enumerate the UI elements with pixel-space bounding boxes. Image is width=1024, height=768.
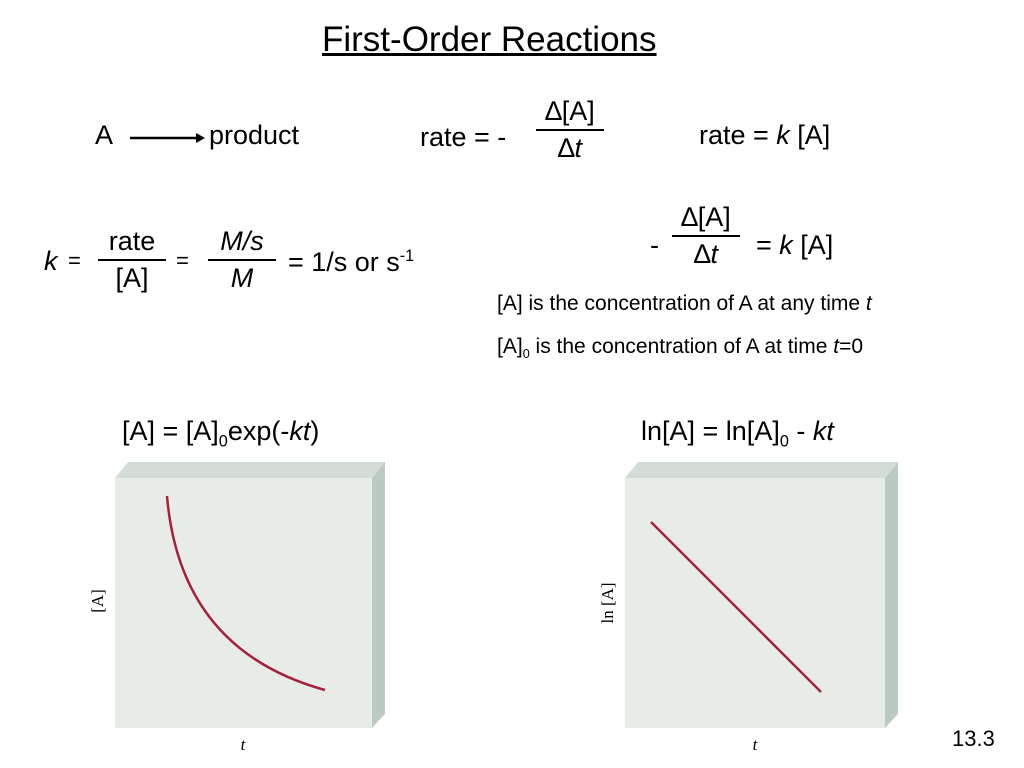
equals: = (68, 248, 81, 273)
fraction: M/s M (208, 228, 276, 292)
variable: kt (289, 416, 311, 446)
text: = (756, 230, 780, 260)
definition: [A]0 is the concentration of A at time t… (497, 336, 863, 361)
subscript: 0 (522, 347, 530, 362)
numerator: M/s (220, 226, 264, 256)
text: exp(- (227, 416, 290, 446)
denominator: ∆t (536, 135, 604, 162)
panel-face (115, 478, 372, 728)
product: product (209, 120, 300, 150)
panel-side (885, 462, 898, 728)
numerator: ∆[A] (681, 202, 731, 232)
denominator: ∆t (672, 241, 740, 268)
text: ln[A] = ln[A] (641, 416, 780, 446)
fraction: ∆[A] ∆t (536, 98, 604, 162)
fraction-bar (536, 129, 604, 131)
x-axis-label: t (753, 735, 759, 754)
variable: kt (812, 416, 834, 446)
result: = 1/s or s-1 (288, 248, 414, 276)
fraction: ∆[A] ∆t (672, 204, 740, 268)
subscript: 0 (218, 432, 228, 451)
text: =0 (839, 335, 864, 358)
text: [A] (792, 230, 834, 260)
decay-curve (165, 495, 326, 692)
panel-face (625, 478, 885, 728)
y-axis-label: ln [A] (598, 582, 617, 623)
k: k (44, 246, 58, 276)
arrowhead (196, 133, 205, 143)
denominator: [A] (115, 263, 149, 293)
variable: k (779, 230, 793, 260)
text: rate = (699, 120, 777, 150)
variable: t (710, 239, 719, 269)
numerator: rate (108, 226, 156, 256)
rhs: = k [A] (756, 232, 833, 259)
panel-top (625, 462, 898, 478)
variable: k (776, 120, 790, 150)
subscript: 0 (779, 432, 789, 451)
equals: = (176, 248, 189, 273)
text: = 1/s or s (288, 247, 400, 277)
exponent: -1 (399, 247, 415, 265)
text: - (788, 416, 813, 446)
variable: t (574, 133, 583, 163)
variable: t (833, 335, 840, 358)
fraction-bar (208, 259, 276, 261)
graph-equation: [A] = [A]0exp(-kt) (122, 418, 319, 450)
graph-equation: ln[A] = ln[A]0 - kt (641, 418, 834, 450)
text: [A] (497, 335, 523, 358)
numerator: ∆[A] (545, 96, 595, 126)
definition: [A] is the concentration of A at any tim… (497, 293, 872, 314)
denominator: M (230, 263, 254, 293)
graph-panel (115, 462, 385, 728)
fraction: rate [A] (98, 228, 166, 292)
text: is the concentration of A at time (529, 335, 834, 358)
y-axis-label: [A] (88, 589, 107, 613)
title: First-Order Reactions (322, 20, 657, 59)
x-axis-label: t (241, 735, 247, 754)
text: [A] = [A] (122, 416, 219, 446)
fraction-bar (98, 259, 166, 261)
linear-plot (650, 521, 822, 693)
slide-number: 13.3 (952, 726, 995, 751)
reactant: A (95, 120, 114, 150)
delta: ∆ (557, 133, 575, 163)
delta: ∆ (693, 239, 711, 269)
fraction-bar (672, 235, 740, 237)
rate-law: rate = k [A] (699, 122, 830, 149)
minus: - (650, 230, 659, 260)
text: ) (310, 416, 320, 446)
rate-lhs: rate = - (420, 122, 507, 152)
variable: t (865, 292, 872, 315)
graph-panel (625, 462, 898, 728)
panel-top (115, 462, 385, 478)
text: [A] is the concentration of A at any tim… (497, 292, 866, 315)
text: [A] (789, 120, 831, 150)
panel-side (372, 462, 385, 728)
